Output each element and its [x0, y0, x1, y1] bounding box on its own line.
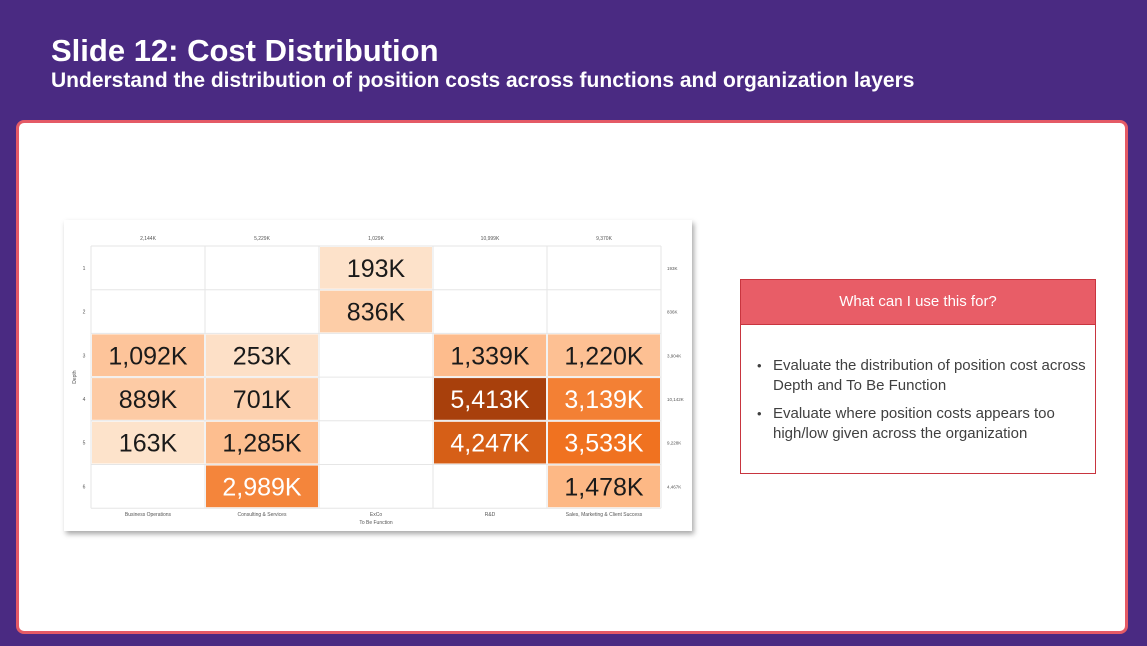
heatmap-cell-label: 4,247K	[450, 430, 530, 458]
info-bullet-text: Evaluate where position costs appears to…	[773, 405, 1055, 442]
column-total-label: 10,999K	[481, 236, 500, 242]
heatmap-cell	[548, 378, 660, 420]
heatmap-cell-label: 3,533K	[564, 430, 644, 458]
column-total-label: 2,144K	[140, 236, 157, 242]
x-tick-label: R&D	[485, 512, 496, 518]
info-panel-header: What can I use this for?	[741, 280, 1095, 325]
y-tick-label: 1	[83, 266, 86, 272]
heatmap-cell-label: 3,139K	[564, 386, 644, 414]
x-tick-label: Consulting & Services	[238, 512, 287, 518]
info-bullet-text: Evaluate the distribution of position co…	[773, 357, 1086, 394]
heatmap-cell-label: 163K	[119, 430, 178, 458]
x-tick-label: Sales, Marketing & Client Success	[566, 512, 643, 518]
content-card: 193K 836K 1,092K 253K 1,339K 1,220K 889K 701K 5,…	[16, 120, 1128, 634]
heatmap-cell	[434, 378, 546, 420]
column-total-label: 5,229K	[254, 236, 271, 242]
row-total-label: 193K	[667, 266, 678, 271]
row-total-label: 836K	[667, 310, 678, 315]
heatmap-cell-label: 1,339K	[450, 342, 530, 370]
heatmap-cell-label: 2,989K	[222, 473, 302, 501]
info-bullet-item: • Evaluate the distribution of position …	[757, 356, 1087, 396]
heatmap-cell	[92, 378, 204, 420]
heatmap-cell	[434, 421, 546, 464]
slide-title: Slide 12: Cost Distribution	[51, 33, 439, 68]
heatmap-cell-label: 193K	[347, 255, 406, 283]
heatmap-chart: 193K 836K 1,092K 253K 1,339K 1,220K 889K 701K 5,…	[64, 220, 692, 531]
heatmap-cell-label: 1,478K	[564, 473, 644, 501]
heatmap-cell-label: 836K	[347, 299, 406, 327]
row-total-label: 10,142K	[667, 397, 684, 402]
heatmap-cell-label: 701K	[233, 386, 292, 414]
heatmap-cell	[548, 421, 660, 464]
heatmap-cell	[92, 421, 204, 464]
heatmap-cell	[434, 334, 546, 377]
heatmap-cell	[320, 247, 432, 289]
column-total-label: 9,370K	[596, 236, 613, 242]
heatmap-svg: 193K 836K 1,092K 253K 1,339K 1,220K 889K 701K 5,…	[72, 236, 684, 526]
heatmap-cell	[548, 465, 660, 508]
info-panel-list: • Evaluate the distribution of position …	[757, 356, 1087, 452]
bullet-icon: •	[757, 358, 762, 373]
heatmap-cell	[92, 334, 204, 377]
y-tick-label: 6	[83, 484, 86, 490]
y-axis-title: Depth	[72, 370, 78, 384]
heatmap-cell	[206, 465, 318, 508]
heatmap-cell-label: 5,413K	[450, 386, 530, 414]
heatmap-cell-label: 1,285K	[222, 430, 302, 458]
y-tick-label: 3	[83, 353, 86, 359]
heatmap-cell	[320, 290, 432, 333]
row-total-label: 9,228K	[667, 441, 681, 446]
heatmap-cell-label: 1,092K	[108, 342, 188, 370]
y-tick-label: 4	[83, 397, 86, 403]
bullet-icon: •	[757, 406, 762, 421]
heatmap-cell-label: 1,220K	[564, 342, 644, 370]
row-total-label: 3,904K	[667, 353, 681, 358]
y-tick-label: 2	[83, 310, 86, 316]
column-total-label: 1,029K	[368, 236, 385, 242]
heatmap-cell-label: 889K	[119, 386, 178, 414]
heatmap-cell-label: 253K	[233, 342, 292, 370]
y-tick-label: 5	[83, 441, 86, 447]
heatmap-cell	[206, 378, 318, 420]
heatmap-cell	[548, 334, 660, 377]
x-axis-title: To Be Function	[359, 520, 393, 526]
row-total-label: 4,467K	[667, 484, 681, 489]
info-panel: What can I use this for? • Evaluate the …	[740, 279, 1096, 474]
x-tick-label: ExCo	[370, 512, 382, 518]
x-tick-label: Business Operations	[125, 512, 172, 518]
heatmap-cell	[206, 334, 318, 377]
slide-subtitle: Understand the distribution of position …	[51, 69, 915, 92]
info-bullet-item: • Evaluate where position costs appears …	[757, 404, 1087, 444]
heatmap-cell	[206, 421, 318, 464]
